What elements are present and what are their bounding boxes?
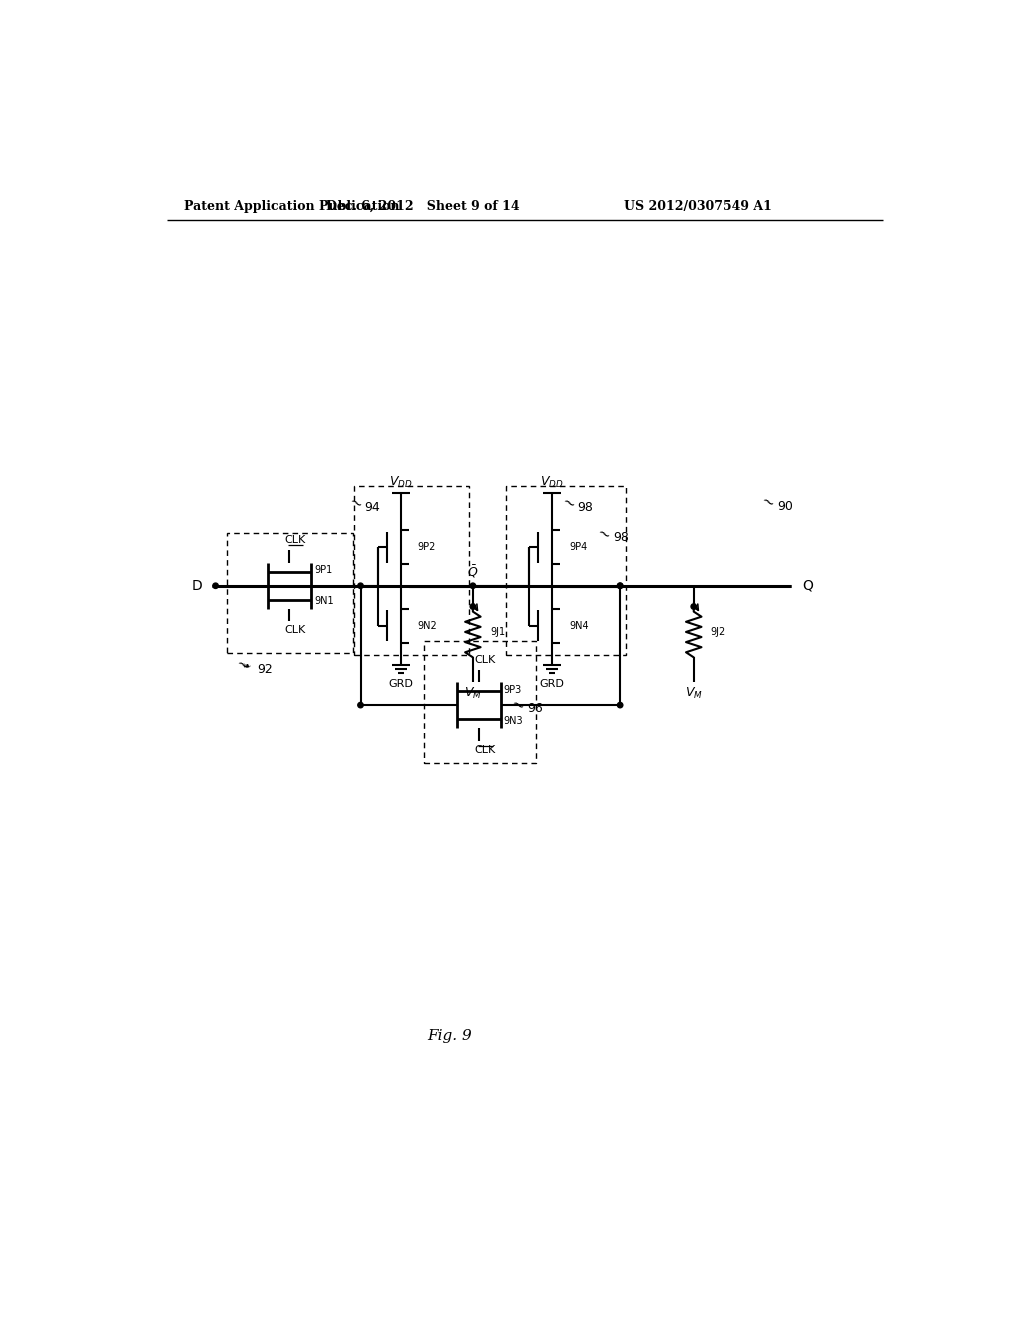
Text: Patent Application Publication: Patent Application Publication	[183, 199, 399, 213]
Text: 9J1: 9J1	[489, 627, 505, 638]
Text: ~: ~	[508, 696, 526, 715]
Text: ~: ~	[559, 494, 578, 513]
Circle shape	[357, 702, 364, 708]
Text: CLK: CLK	[475, 744, 496, 755]
Text: 9J2: 9J2	[711, 627, 726, 638]
Text: D: D	[191, 578, 203, 593]
Text: CLK: CLK	[475, 656, 496, 665]
Text: $V_{DD}$: $V_{DD}$	[389, 475, 413, 490]
Circle shape	[617, 702, 623, 708]
Text: ~: ~	[595, 524, 613, 544]
Text: 90: 90	[777, 500, 794, 513]
Text: $\bar{Q}$: $\bar{Q}$	[467, 564, 478, 581]
Text: Q: Q	[802, 578, 813, 593]
Bar	[227, 533, 352, 653]
Text: 9N2: 9N2	[418, 620, 437, 631]
Text: $V_M$: $V_M$	[464, 686, 482, 701]
Text: US 2012/0307549 A1: US 2012/0307549 A1	[624, 199, 772, 213]
Bar	[354, 486, 469, 655]
Text: ~: ~	[233, 656, 252, 676]
Text: 96: 96	[527, 702, 543, 714]
Circle shape	[470, 603, 475, 610]
Text: Dec. 6, 2012   Sheet 9 of 14: Dec. 6, 2012 Sheet 9 of 14	[326, 199, 519, 213]
Text: 92: 92	[257, 663, 273, 676]
Text: 94: 94	[365, 500, 380, 513]
Bar	[424, 642, 537, 763]
Text: $V_M$: $V_M$	[685, 686, 702, 701]
Text: CLK: CLK	[285, 536, 306, 545]
Text: 98: 98	[578, 500, 593, 513]
Bar	[506, 486, 627, 655]
Text: 98: 98	[613, 531, 629, 544]
Circle shape	[617, 583, 623, 589]
Text: ❧: ❧	[242, 661, 250, 672]
Text: Fig. 9: Fig. 9	[427, 1030, 472, 1043]
Circle shape	[357, 583, 364, 589]
Text: 9P3: 9P3	[504, 685, 522, 694]
Circle shape	[213, 583, 218, 589]
Text: ~: ~	[346, 494, 365, 513]
Text: GRD: GRD	[540, 678, 564, 689]
Text: GRD: GRD	[388, 678, 414, 689]
Text: 9N3: 9N3	[504, 715, 523, 726]
Text: 9P2: 9P2	[418, 543, 436, 552]
Circle shape	[470, 583, 475, 589]
Circle shape	[691, 603, 696, 610]
Text: 9N4: 9N4	[569, 620, 589, 631]
Circle shape	[617, 583, 623, 589]
Text: 9P1: 9P1	[314, 565, 332, 576]
Text: $V_{DD}$: $V_{DD}$	[540, 475, 564, 490]
Text: CLK: CLK	[285, 626, 306, 635]
Text: 9N1: 9N1	[314, 597, 334, 606]
Text: 9P4: 9P4	[569, 543, 587, 552]
Text: ~: ~	[758, 492, 776, 512]
